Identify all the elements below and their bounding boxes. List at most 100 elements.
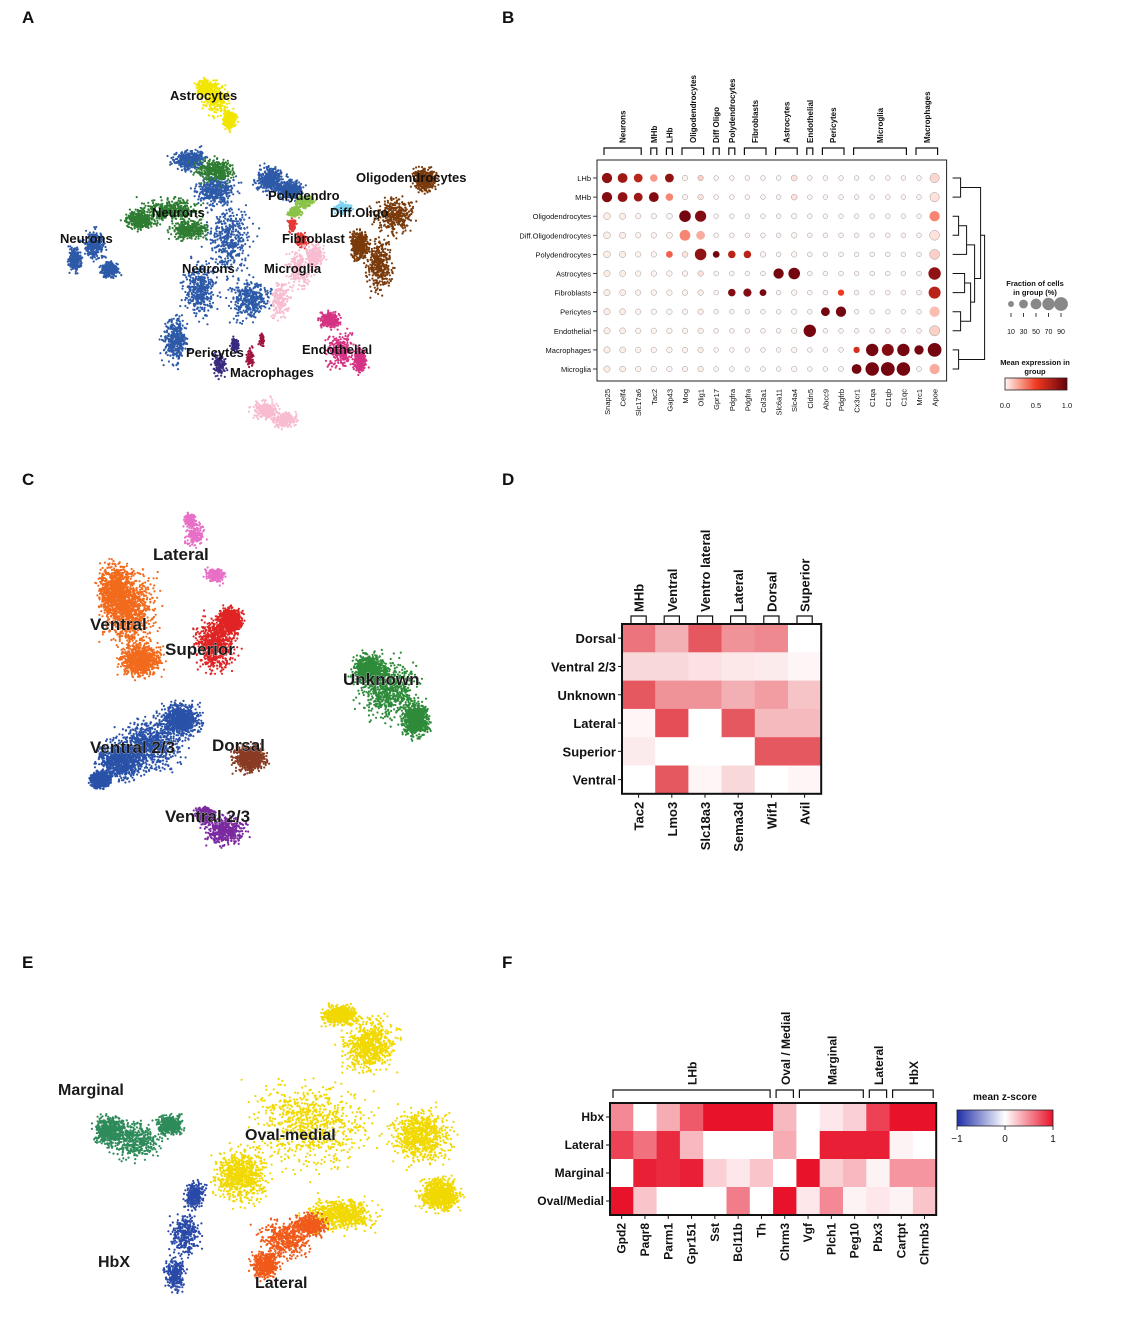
dot xyxy=(838,175,844,181)
heatmap-f-cell xyxy=(866,1159,890,1188)
dot xyxy=(853,328,860,334)
dotplot-b-row-7: Pericytes xyxy=(560,308,591,317)
legend-size-dot xyxy=(1008,301,1014,307)
heatmap-d-cell xyxy=(721,737,756,766)
heatmap-d-cell xyxy=(655,680,689,710)
heatmap-f-cell xyxy=(843,1159,867,1188)
dot xyxy=(929,192,940,203)
dotplot-b-gene-6: Olig1 xyxy=(697,389,706,407)
heatmap-f-cell xyxy=(819,1103,844,1132)
heatmap-d-cell xyxy=(655,652,689,681)
dot xyxy=(619,251,626,258)
umap-a-labels: Astrocytes Oligodendrocytes Polydendro Diff… xyxy=(60,88,467,380)
dot xyxy=(635,232,642,239)
heatmap-f-cell xyxy=(843,1131,867,1160)
dot xyxy=(885,175,891,181)
heatmap-d-cell xyxy=(688,737,722,766)
dot xyxy=(650,327,657,334)
dot xyxy=(619,346,626,354)
dot xyxy=(900,309,907,315)
heatmap-d-gene-1: Lmo3 xyxy=(665,802,680,837)
dot xyxy=(682,289,688,296)
dot xyxy=(807,366,813,372)
dotplot-b-gene-9: Pdgfra xyxy=(743,388,752,411)
dot xyxy=(760,175,766,181)
heatmap-f-cell xyxy=(749,1131,774,1160)
heatmap-f-cell xyxy=(796,1187,820,1216)
dot xyxy=(807,213,813,219)
dot xyxy=(713,194,719,200)
heatmap-d-cell xyxy=(688,652,722,681)
heatmap-f-gene-4: Sst xyxy=(708,1223,722,1242)
dot xyxy=(775,175,782,181)
dot xyxy=(900,251,907,258)
dot xyxy=(916,213,922,219)
dotplot-b-gene-3: Tac2 xyxy=(650,389,659,405)
dot xyxy=(807,347,813,353)
dot xyxy=(759,289,767,296)
dotplot-b-group-7: Astrocytes xyxy=(782,101,791,143)
dot xyxy=(869,270,875,277)
heatmap-f-cell xyxy=(866,1131,890,1160)
heatmap-f-cell xyxy=(773,1103,797,1132)
umap-a-label-0: Astrocytes xyxy=(170,88,237,103)
dot xyxy=(601,172,613,184)
legend-zscore-colorbar xyxy=(956,1109,1054,1127)
heatmap-f-gene-1: Paqr8 xyxy=(638,1223,652,1257)
dot xyxy=(713,213,719,219)
dot xyxy=(790,174,798,182)
cluster-unknown xyxy=(347,648,432,742)
dotplot-b-gene-0: Snap25 xyxy=(603,389,612,415)
heatmap-f-gene-2: Parm1 xyxy=(661,1223,675,1260)
heatmap-f-cell xyxy=(773,1159,797,1188)
dot xyxy=(666,251,673,258)
dot xyxy=(807,194,813,200)
dot xyxy=(760,270,766,277)
heatmap-d-cell xyxy=(688,765,722,795)
panel-letter-a: A xyxy=(22,8,34,28)
heatmap-f-cell xyxy=(610,1159,634,1188)
dot xyxy=(885,232,891,238)
dot xyxy=(760,213,766,219)
dot xyxy=(619,365,626,373)
legend-zscore-tick: 1 xyxy=(1050,1134,1056,1145)
dot xyxy=(929,306,940,317)
heatmap-f-cell xyxy=(819,1159,844,1188)
dotplot-b: Neurons MHb LHb Oligodendrocytes Diff Oligo P… xyxy=(519,74,1072,416)
dotplot-b-gene-12: Slc4a4 xyxy=(790,389,799,412)
legend-fraction-tick: 70 xyxy=(1045,329,1053,336)
dot xyxy=(603,212,611,220)
dot xyxy=(885,194,891,200)
dot xyxy=(603,250,611,259)
dot xyxy=(807,309,813,315)
heatmap-d-group-1: Ventral xyxy=(665,569,680,612)
heatmap-f-row-0: Hbx xyxy=(581,1110,604,1124)
heatmap-d-cell xyxy=(788,652,822,681)
umap-c-label-4: Ventral 2/3 xyxy=(90,738,175,757)
legend-fraction-tick: 10 xyxy=(1007,329,1015,336)
heatmap-f-cell xyxy=(912,1159,937,1188)
dot xyxy=(900,175,907,181)
dot xyxy=(775,232,782,238)
heatmap-f-gene-8: Vgf xyxy=(801,1222,815,1242)
dotplot-b-gene-17: C1qa xyxy=(868,388,877,407)
heatmap-f-gene-9: Plch1 xyxy=(824,1223,838,1255)
heatmap-f-cell xyxy=(703,1187,727,1216)
dot xyxy=(697,308,704,315)
dot xyxy=(869,289,875,296)
dotplot-b-gene-14: Abcc9 xyxy=(821,389,830,410)
dot xyxy=(835,306,847,317)
dot xyxy=(929,173,940,183)
legend-zscore-tick: 0 xyxy=(1002,1134,1008,1145)
dot xyxy=(822,251,829,258)
dot xyxy=(665,173,674,183)
heatmap-f-cell xyxy=(633,1159,657,1188)
heatmap-f-gene-6: Th xyxy=(754,1223,768,1238)
dot xyxy=(853,270,860,277)
cluster-neurons-small xyxy=(66,225,123,280)
dot xyxy=(697,194,704,201)
dotplot-b-content: Neurons MHb LHb Oligodendrocytes Diff Oligo P… xyxy=(519,74,1072,416)
dotplot-b-row-4: Polydendrocytes xyxy=(536,250,592,259)
heatmap-d-content: MHb Ventral Ventro lateral Lateral Dorsal Sup… xyxy=(551,530,823,852)
heatmap-f-gene-7: Chrm3 xyxy=(778,1223,792,1261)
